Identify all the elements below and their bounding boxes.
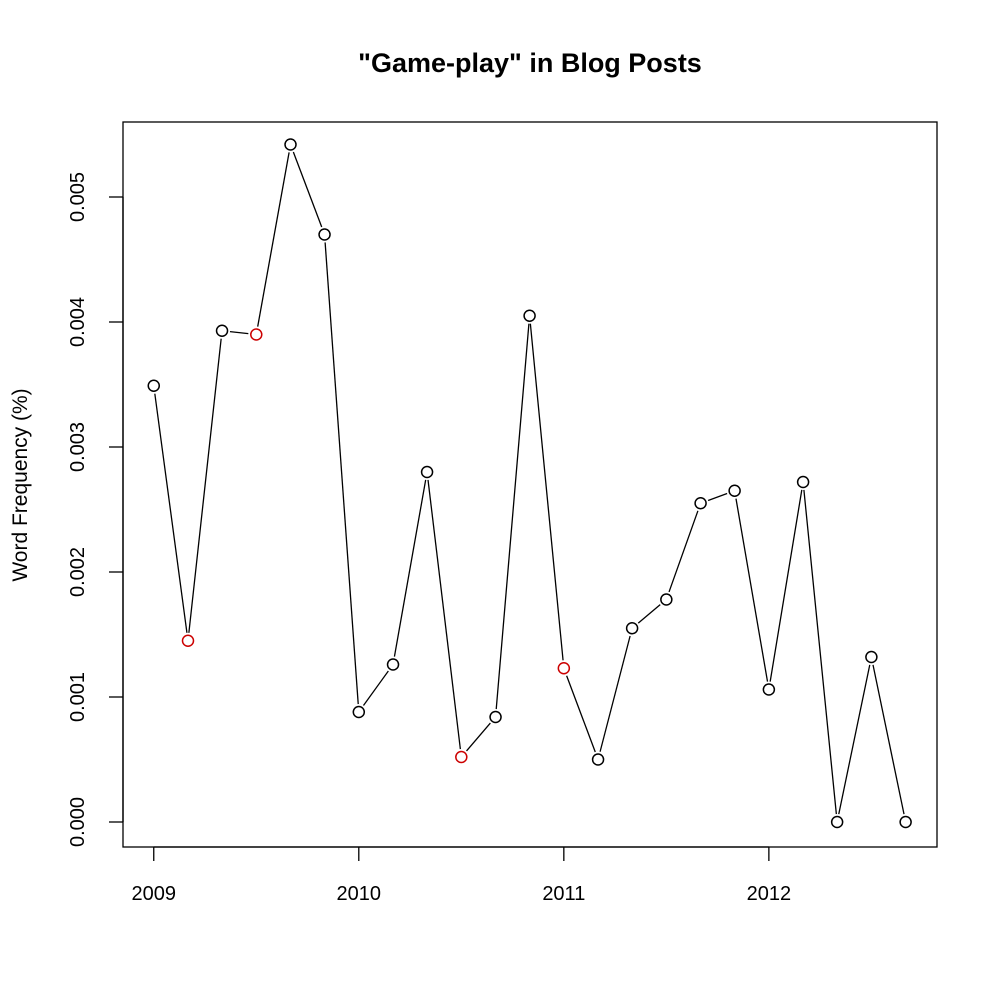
series-line-segment (668, 510, 699, 593)
series-line-segment (257, 152, 290, 327)
x-tick-label: 2009 (132, 883, 177, 905)
series-line-segment (362, 670, 389, 706)
data-point (762, 683, 776, 696)
y-tick-label: 0.002 (67, 547, 89, 597)
series-line-segment (188, 338, 222, 633)
data-point (591, 753, 605, 766)
series-line-segment (393, 479, 427, 657)
y-tick-label: 0.000 (67, 797, 89, 847)
data-point-highlighted (455, 750, 468, 764)
data-point (694, 497, 707, 510)
series-line-segment (769, 489, 803, 682)
series-line-segment (803, 489, 837, 815)
series-line-segment (566, 675, 596, 753)
data-point (318, 228, 331, 241)
data-point-highlighted (250, 328, 263, 341)
series-line-segment (872, 664, 905, 815)
x-tick-label: 2010 (337, 883, 382, 905)
series-line-segment (154, 393, 188, 633)
data-point (728, 484, 741, 497)
series-line-segment (324, 242, 359, 705)
data-point-highlighted (557, 662, 571, 675)
data-point (284, 138, 297, 151)
data-point (523, 309, 536, 322)
data-point (489, 710, 502, 724)
series-line-segment (529, 323, 564, 661)
series-line-segment (735, 498, 769, 682)
chart-title: "Game-play" in Blog Posts (358, 48, 702, 78)
series-line-segment (427, 479, 462, 750)
data-point (660, 593, 673, 606)
series-layer (147, 138, 912, 829)
y-tick-label: 0.004 (67, 297, 89, 347)
data-point (352, 705, 366, 719)
data-point (830, 815, 844, 829)
series-line-segment (466, 722, 491, 752)
series-line-segment (707, 492, 728, 502)
series-line-segment (292, 151, 323, 228)
data-point (899, 815, 912, 829)
data-point (147, 379, 161, 392)
y-tick-label: 0.005 (67, 172, 89, 222)
series-line-segment (838, 664, 871, 815)
x-tick-label: 2011 (542, 883, 585, 905)
series-line-segment (495, 323, 530, 710)
series-line-segment (637, 604, 661, 624)
y-tick-label: 0.003 (67, 422, 89, 472)
x-axis: 2009 2010 2011 2012 (132, 846, 792, 905)
series-line-segment (229, 330, 249, 335)
x-tick-label: 2012 (747, 883, 792, 905)
series-line-segment (599, 635, 631, 752)
data-point (215, 324, 229, 337)
y-tick-label: 0.001 (67, 672, 89, 722)
data-point (796, 475, 810, 489)
y-axis: 0.000 0.001 0.002 0.003 0.004 0.005 (67, 172, 124, 847)
data-point (386, 658, 400, 671)
y-axis-label: Word Frequency (%) (9, 388, 32, 581)
data-point (625, 622, 639, 635)
data-point (420, 465, 434, 479)
data-point-highlighted (181, 634, 195, 647)
data-point (865, 650, 878, 664)
